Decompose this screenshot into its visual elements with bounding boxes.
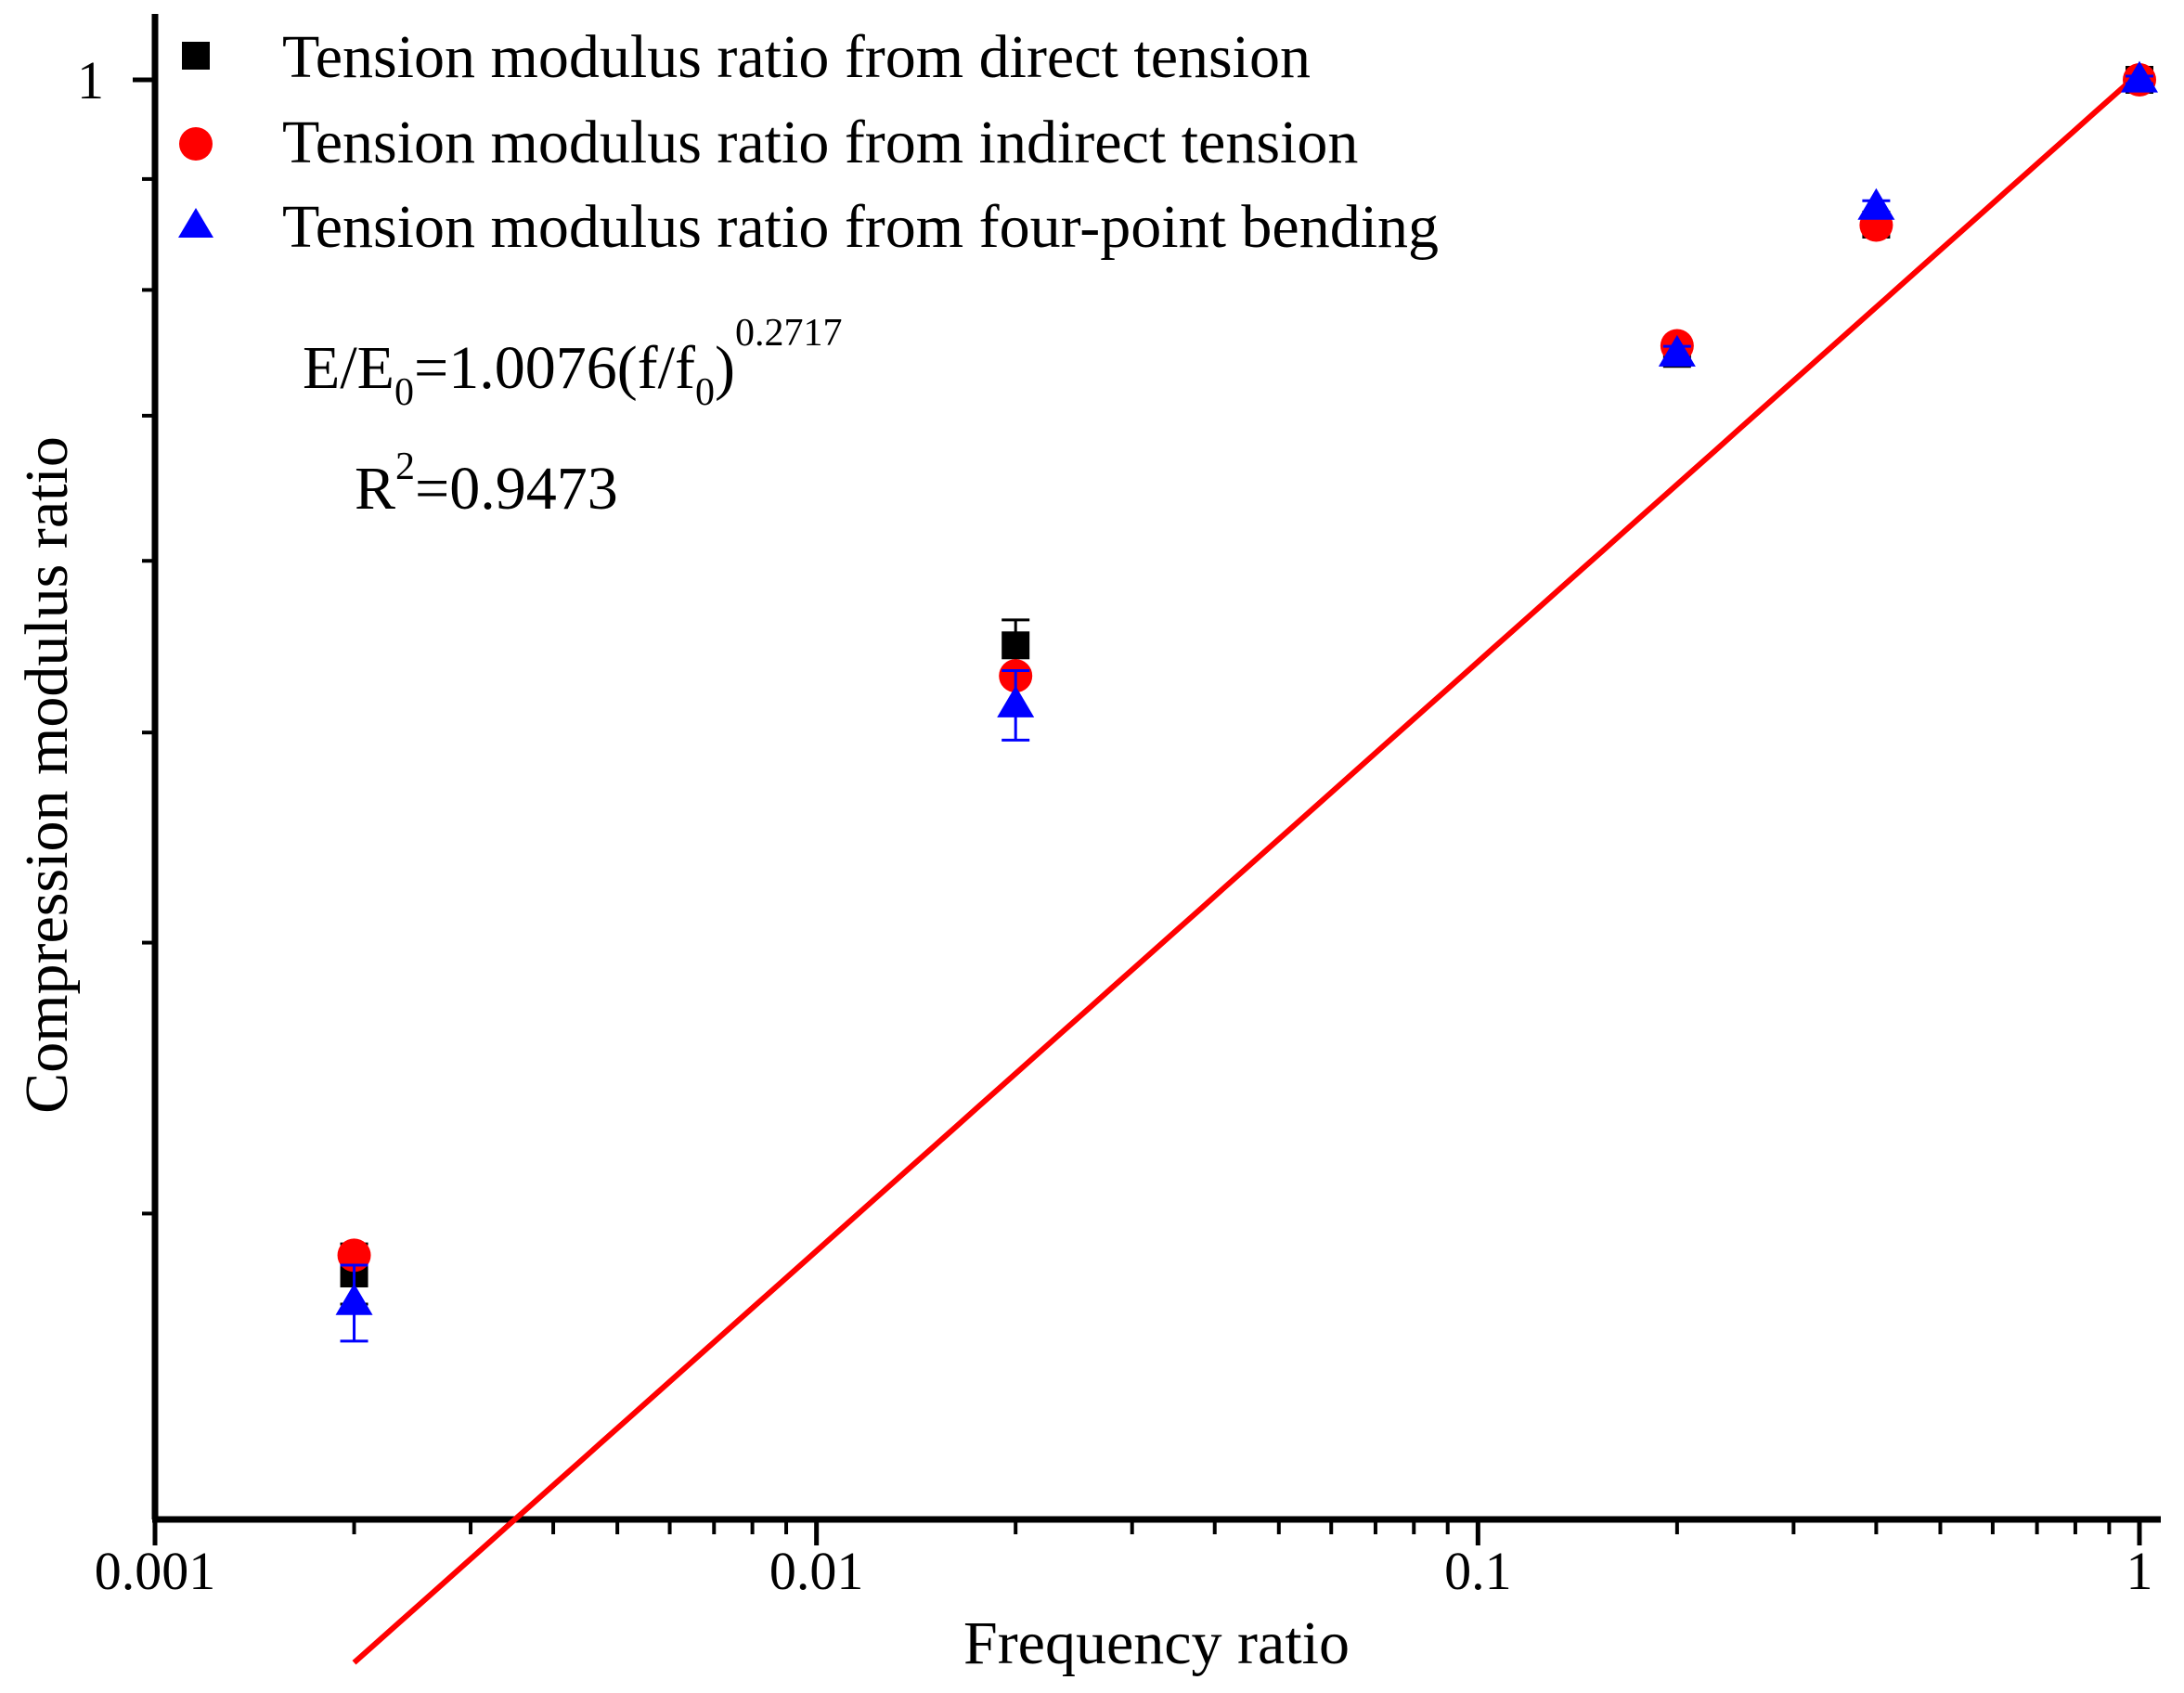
data-point-direct xyxy=(1002,631,1030,660)
legend: Tension modulus ratio from direct tensio… xyxy=(178,23,1439,261)
legend-marker-direct xyxy=(182,42,210,70)
fit-line xyxy=(352,71,2141,1665)
x-tick-label: 0.01 xyxy=(769,1541,864,1601)
r-squared: R2=0.9473 xyxy=(355,446,618,523)
data-point-indirect xyxy=(337,1238,371,1273)
data-point-bending xyxy=(1857,187,1895,220)
data-points-layer xyxy=(335,60,2158,1343)
legend-label-bending: Tension modulus ratio from four-point be… xyxy=(282,193,1439,261)
legend-marker-indirect xyxy=(179,127,213,161)
legend-label-indirect: Tension modulus ratio from indirect tens… xyxy=(282,109,1358,176)
data-point-bending xyxy=(2121,60,2158,93)
fit-equation: E/E0=1.0076(f/f0)0.2717 xyxy=(303,312,842,414)
data-point-bending xyxy=(335,1283,373,1315)
x-tick-label: 1 xyxy=(2126,1541,2153,1601)
fit-layer xyxy=(352,71,2141,1665)
data-point-bending xyxy=(1658,334,1696,367)
x-tick-label: 0.1 xyxy=(1444,1541,1512,1601)
data-point-bending xyxy=(997,685,1035,717)
legend-marker-bending xyxy=(178,208,213,238)
axes-layer: 0.001 0.01 0.1 1 1 xyxy=(77,14,2161,1601)
legend-label-direct: Tension modulus ratio from direct tensio… xyxy=(282,23,1311,91)
y-tick-label: 1 xyxy=(77,50,104,110)
y-axis-title: Compression modulus ratio xyxy=(13,436,81,1114)
x-axis-title: Frequency ratio xyxy=(963,1609,1350,1677)
x-tick-label: 0.001 xyxy=(95,1541,216,1601)
